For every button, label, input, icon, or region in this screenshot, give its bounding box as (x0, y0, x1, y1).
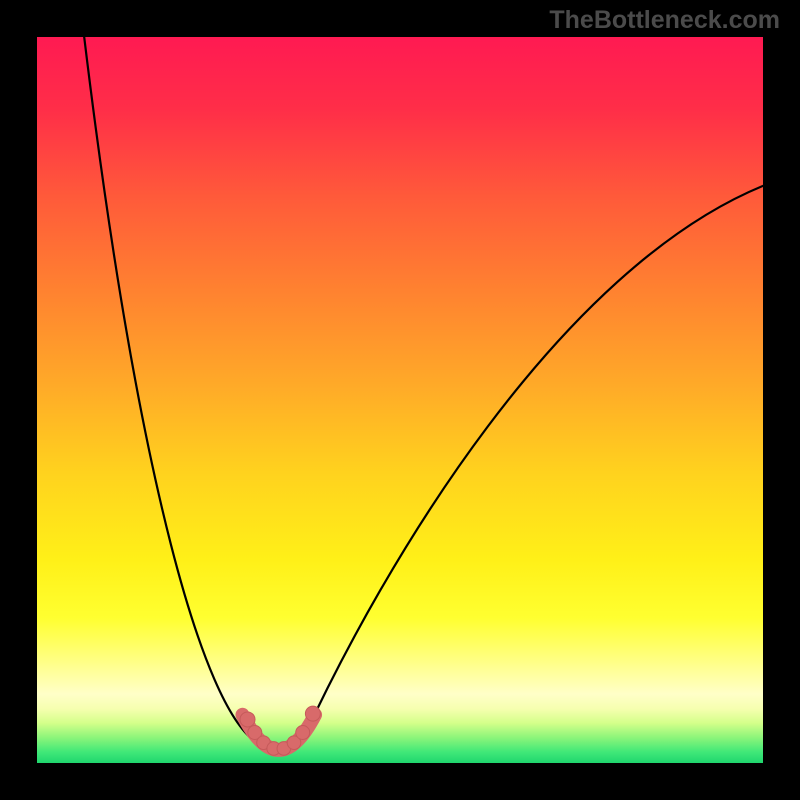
bottleneck-chart (37, 37, 763, 763)
watermark-text: TheBottleneck.com (549, 6, 780, 35)
chart-background (37, 37, 763, 763)
valley-marker-dot (296, 726, 310, 740)
valley-marker-dot (240, 712, 255, 727)
valley-marker-dot (305, 706, 320, 721)
